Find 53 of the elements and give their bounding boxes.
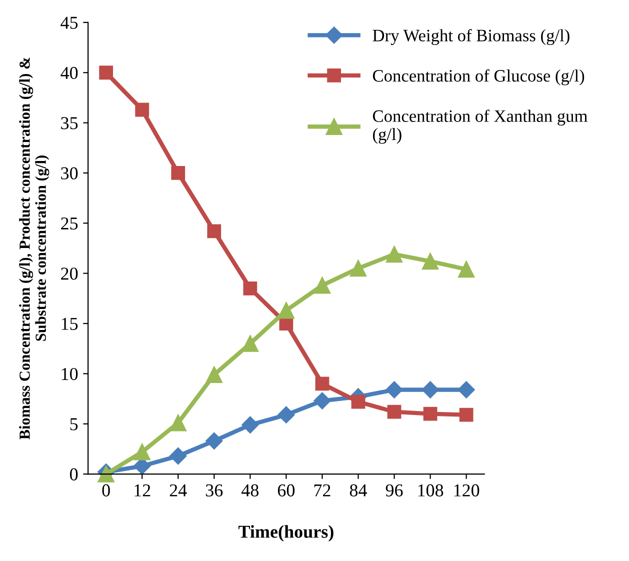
point xyxy=(458,381,475,398)
y-tick-label: 30 xyxy=(61,167,78,180)
point xyxy=(386,381,403,398)
point xyxy=(170,447,187,465)
x-tick-label: 108 xyxy=(418,484,444,496)
y-tick-label: 15 xyxy=(62,318,78,330)
point xyxy=(423,406,438,421)
y-tick-label: 5 xyxy=(70,418,78,430)
point xyxy=(206,432,223,450)
x-tick-label: 72 xyxy=(314,484,330,496)
point xyxy=(458,260,475,278)
point xyxy=(278,406,295,424)
legend-label: Concentration of Glucose (g/l) xyxy=(372,69,584,86)
point xyxy=(351,394,366,409)
x-tick-label: 84 xyxy=(350,484,367,496)
point xyxy=(315,376,330,391)
x-tick-label: 24 xyxy=(170,484,187,496)
x-tick-label: 0 xyxy=(102,484,110,496)
x-tick-label: 36 xyxy=(206,484,223,496)
y-tick-label: 45 xyxy=(60,16,78,29)
point xyxy=(314,392,331,410)
point xyxy=(170,414,186,432)
x-axis-title: Time(hours) xyxy=(238,525,334,542)
legend-label: Dry Weight of Biomass (g/l) xyxy=(372,29,570,45)
point xyxy=(134,444,150,460)
y-tick-label: 20 xyxy=(61,268,78,280)
y-tick-label: 40 xyxy=(60,66,78,80)
point xyxy=(207,224,222,238)
point xyxy=(350,260,367,277)
point xyxy=(171,166,186,180)
point xyxy=(386,246,403,263)
point xyxy=(135,102,150,117)
point xyxy=(206,366,222,384)
y-axis-title: Biomass Concentration (g/l), Product concentration (g/l) & Substrate concentration (g/l) xyxy=(19,58,50,440)
x-tick-label: 96 xyxy=(386,484,403,496)
x-tick-label: 60 xyxy=(278,484,295,496)
y-tick-label: 10 xyxy=(62,368,78,380)
x-tick-label: 48 xyxy=(241,484,259,496)
point xyxy=(314,277,331,294)
point xyxy=(422,252,439,270)
point xyxy=(459,408,474,422)
legend-label: Concentration of Xanthan gum (g/l) xyxy=(372,110,588,144)
point xyxy=(99,66,114,80)
y-tick-label: 25 xyxy=(61,217,78,230)
y-tick-label: 0 xyxy=(70,468,78,480)
point xyxy=(422,381,439,398)
point xyxy=(387,404,402,419)
point xyxy=(242,416,259,434)
point xyxy=(242,335,259,352)
y-tick-label: 35 xyxy=(61,117,78,130)
x-tick-label: 12 xyxy=(134,484,150,496)
x-tick-label: 120 xyxy=(454,484,480,496)
point xyxy=(243,281,258,296)
